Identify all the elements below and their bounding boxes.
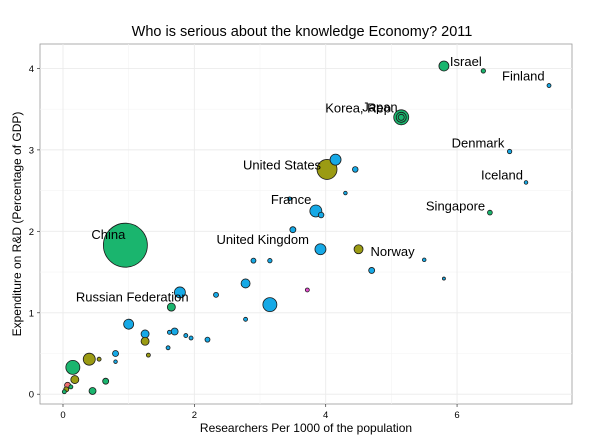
bubble-united-states: [316, 159, 338, 180]
bubble-point: [113, 359, 118, 364]
y-tick-label: 1: [29, 308, 34, 319]
bubble-point: [442, 276, 446, 281]
country-labels: China Israel Korea, Rep. Finland Japan Denmar…: [76, 54, 545, 304]
bubble-point: [166, 329, 172, 335]
plot-panel: 0 2 4 6 0 1 2 3 4 China Israel Korea, Rep. Finland…: [29, 43, 573, 421]
x-tick-label: 2: [192, 410, 197, 421]
label-norway: Norway: [371, 244, 416, 259]
bubble-singapore: [487, 209, 493, 216]
bubble-point: [145, 352, 151, 358]
bubble-point: [183, 333, 189, 338]
bubble-point: [102, 377, 110, 385]
bubble-finland: [546, 83, 552, 88]
bubble-point: [123, 318, 135, 330]
label-france: France: [271, 192, 311, 207]
label-israel: Israel: [450, 54, 482, 69]
bubble-israel: [438, 60, 450, 72]
bubble-point: [82, 352, 96, 366]
bubble-united-kingdom: [314, 243, 327, 256]
bubble-point: [397, 113, 405, 121]
y-tick-label: 3: [29, 145, 34, 156]
bubble-point: [70, 375, 80, 384]
x-axis-title: Researchers Per 1000 of the population: [200, 421, 412, 435]
bubble-norway: [353, 244, 364, 255]
bubble-iceland: [523, 180, 529, 185]
bubble-point: [243, 316, 248, 322]
bubble-point: [140, 329, 150, 339]
x-tick-label: 0: [60, 410, 65, 421]
bubble-point: [368, 267, 376, 274]
bubble-point: [213, 291, 219, 298]
label-denmark: Denmark: [452, 136, 505, 151]
bubble-point: [289, 226, 297, 234]
label-russian-federation: Russian Federation: [76, 289, 189, 304]
bubble-point: [170, 327, 179, 336]
bubbles: [61, 60, 552, 395]
label-united-kingdom: United Kingdom: [216, 232, 309, 247]
bubble-russian-federation: [173, 286, 186, 299]
bubble-denmark: [507, 148, 513, 155]
y-axis-ticks: 0 1 2 3 4: [29, 64, 40, 401]
bubble-china: [102, 222, 148, 268]
bubble-point: [352, 166, 359, 173]
y-tick-label: 4: [29, 64, 34, 75]
bubble-point: [96, 356, 102, 362]
y-tick-label: 2: [29, 227, 34, 238]
bubble-point: [61, 389, 67, 395]
bubble-point: [422, 257, 427, 263]
bubble-point: [68, 384, 74, 390]
bubble-point: [287, 196, 292, 201]
label-singapore: Singapore: [426, 199, 485, 214]
bubble-point: [262, 297, 278, 313]
bubble-point: [88, 387, 97, 395]
label-iceland: Iceland: [481, 167, 523, 182]
bubble-point: [250, 257, 257, 264]
bubble-point: [480, 68, 486, 74]
bubble-point: [240, 278, 251, 289]
y-tick-label: 0: [29, 390, 34, 401]
bubble-point: [112, 350, 119, 357]
label-united-states: United States: [243, 157, 322, 172]
label-china: China: [91, 227, 126, 242]
y-axis-title: Expenditure on R&D (Percentage of GDP): [10, 112, 24, 337]
bubble-point: [166, 302, 176, 312]
chart-title: Who is serious about the knowledge Econo…: [132, 24, 473, 40]
bubble-point: [204, 336, 211, 343]
bubble-point: [140, 336, 150, 346]
label-finland: Finland: [502, 69, 545, 84]
bubble-point: [65, 359, 81, 375]
bubble-point: [343, 190, 348, 196]
bubble-point: [188, 335, 194, 341]
bubble-point: [267, 258, 273, 264]
label-korea-rep: Korea, Rep.: [325, 100, 394, 115]
x-tick-label: 6: [454, 410, 459, 421]
x-axis-ticks: 0 2 4 6: [60, 404, 460, 421]
bubble-point: [165, 345, 171, 351]
bubble-point: [329, 153, 342, 166]
label-japan: Japan: [362, 99, 397, 114]
x-tick-label: 4: [323, 410, 328, 421]
bubble-point: [317, 211, 325, 219]
bubble-point: [304, 287, 310, 293]
